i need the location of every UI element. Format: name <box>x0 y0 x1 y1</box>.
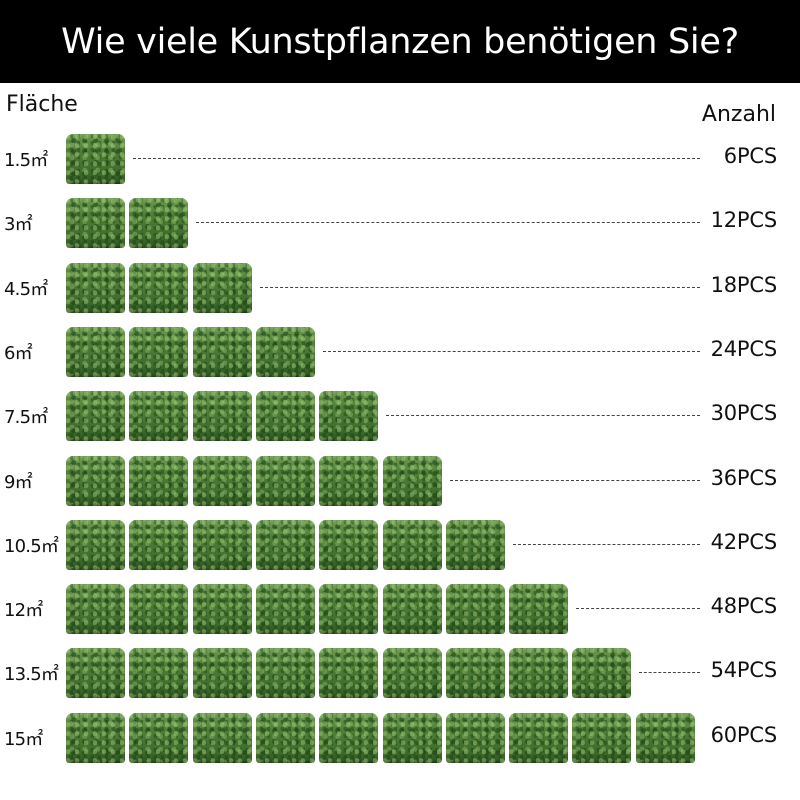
plant-panel-icon <box>445 712 505 763</box>
plant-panel-icon <box>192 262 252 313</box>
plant-panel-icon <box>319 455 379 506</box>
dotted-leader-line <box>512 543 700 545</box>
count-column-header: Anzahl <box>701 102 776 127</box>
dotted-leader-line <box>322 350 700 352</box>
plant-panel-icon <box>129 198 189 249</box>
plant-panel-icon <box>66 648 125 699</box>
plant-panel-icon <box>66 712 125 763</box>
plant-panel-icon <box>192 648 252 699</box>
table-row: 15㎡ 60PCS <box>0 712 800 763</box>
plant-panel-icon <box>382 648 442 699</box>
count-label: 24PCS <box>710 336 778 361</box>
header-banner: Wie viele Kunstpflanzen benötigen Sie? <box>0 0 800 83</box>
area-label: 13.5㎡ <box>4 664 59 686</box>
dotted-leader-line <box>133 158 700 159</box>
plant-panel-icon <box>192 584 252 635</box>
dotted-leader-line <box>639 672 700 674</box>
area-label: 9㎡ <box>4 471 33 493</box>
area-column-header: Fläche <box>6 92 78 117</box>
plant-panel-icon <box>192 455 252 506</box>
plant-panel-icon <box>66 262 125 313</box>
area-label: 4.5㎡ <box>4 278 48 300</box>
plant-panel-icon <box>255 326 315 377</box>
dotted-leader-line <box>576 608 700 610</box>
plant-panel-icon <box>66 455 125 506</box>
count-label: 6PCS <box>723 144 777 168</box>
plant-panel-icon <box>255 648 315 699</box>
table-row: 7.5㎡ 30PCS <box>0 391 800 442</box>
table-row: 3㎡ 12PCS <box>0 198 800 249</box>
plant-panel-icon <box>572 712 632 763</box>
plant-panel-icon <box>129 519 189 570</box>
plant-panel-icon <box>509 712 569 763</box>
plant-panel-icon <box>66 391 125 442</box>
plant-panel-icon <box>129 262 189 313</box>
table-row: 12㎡ 48PCS <box>0 584 800 635</box>
plant-panel-icon <box>192 712 252 763</box>
dotted-leader-line <box>386 415 700 417</box>
plant-panel-icon <box>129 712 189 763</box>
plant-panel-icon <box>255 391 315 442</box>
plant-panel-icon <box>319 584 379 635</box>
area-label: 1.5㎡ <box>4 150 48 171</box>
plant-panel-icon <box>509 648 569 699</box>
plant-panel-icon <box>445 648 505 699</box>
area-label: 6㎡ <box>4 342 33 364</box>
table-row: 4.5㎡ 18PCS <box>0 262 800 313</box>
plant-panel-icon <box>129 391 189 442</box>
plant-panel-icon <box>445 584 505 635</box>
plant-panel-icon <box>192 326 252 377</box>
count-label: 42PCS <box>710 529 778 554</box>
plant-panel-icon <box>66 134 125 184</box>
count-label: 36PCS <box>710 465 778 490</box>
plant-panel-icon <box>255 519 315 570</box>
plant-panel-icon <box>129 326 189 377</box>
plant-panel-icon <box>66 326 125 377</box>
plant-panel-icon <box>319 648 379 699</box>
count-label: 30PCS <box>710 401 778 426</box>
plant-panel-icon <box>129 455 189 506</box>
area-label: 3㎡ <box>4 214 33 236</box>
plant-panel-icon <box>382 712 442 763</box>
table-row: 9㎡ 36PCS <box>0 455 800 506</box>
dotted-leader-line <box>196 222 700 224</box>
plant-panel-icon <box>192 391 252 442</box>
page-title: Wie viele Kunstpflanzen benötigen Sie? <box>61 21 739 62</box>
plant-panel-icon <box>66 198 125 249</box>
plant-panel-icon <box>192 519 252 570</box>
count-label: 54PCS <box>710 658 778 683</box>
plant-panel-icon <box>255 584 315 635</box>
plant-panel-icon <box>509 584 569 635</box>
count-label: 60PCS <box>710 722 778 747</box>
plant-panel-icon <box>129 648 189 699</box>
table-row: 1.5㎡ 6PCS <box>0 134 800 184</box>
area-label: 12㎡ <box>4 600 43 622</box>
area-label: 7.5㎡ <box>4 407 48 429</box>
table-row: 10.5㎡ 42PCS <box>0 519 800 570</box>
plant-panel-icon <box>382 455 442 506</box>
count-label: 12PCS <box>710 208 778 233</box>
plant-panel-icon <box>255 712 315 763</box>
plant-panel-icon <box>572 648 632 699</box>
plant-panel-icon <box>66 519 125 570</box>
count-label: 18PCS <box>710 272 778 297</box>
area-label: 15㎡ <box>4 728 43 750</box>
area-label: 10.5㎡ <box>4 535 59 557</box>
plant-panel-icon <box>255 455 315 506</box>
plant-panel-icon <box>319 519 379 570</box>
dotted-leader-line <box>449 479 700 481</box>
plant-panel-icon <box>319 391 379 442</box>
plant-panel-icon <box>382 519 442 570</box>
plant-panel-icon <box>66 584 125 635</box>
plant-panel-icon <box>445 519 505 570</box>
table-row: 6㎡ 24PCS <box>0 326 800 377</box>
table-row: 13.5㎡ 54PCS <box>0 648 800 699</box>
plant-panel-icon <box>129 584 189 635</box>
plant-panel-icon <box>382 584 442 635</box>
dotted-leader-line <box>259 286 700 288</box>
plant-panel-icon <box>319 712 379 763</box>
plant-panel-icon <box>635 712 695 763</box>
count-label: 48PCS <box>710 594 778 619</box>
